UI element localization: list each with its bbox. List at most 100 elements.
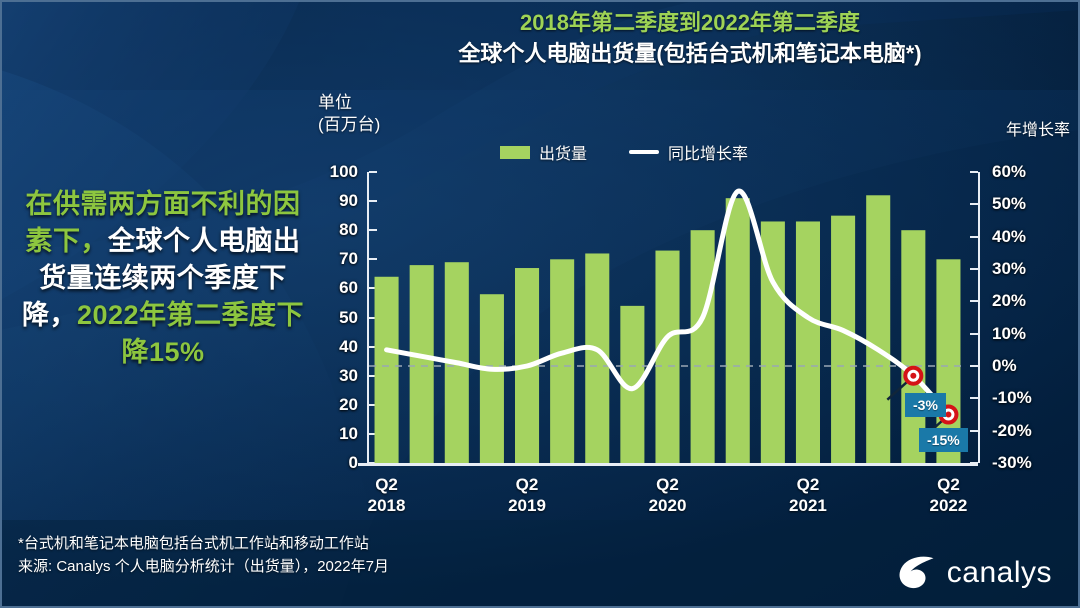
y2-axis-tick-label: -30% xyxy=(992,453,1032,472)
title-line-2: 全球个人电脑出货量(包括台式机和笔记本电脑*) xyxy=(458,41,922,66)
y2-axis-tick xyxy=(970,397,978,400)
footer-note: *台式机和笔记本电脑包括台式机工作站和移动工作站 xyxy=(18,535,369,552)
highlight-marker-dot xyxy=(945,411,952,418)
callout-text: 在供需两方面不利的因素下，全球个人电脑出货量连续两个季度下降，2022年第二季度… xyxy=(18,186,308,371)
y2-axis-tick-label: 50% xyxy=(992,194,1027,214)
x-axis-year-label: 2021 xyxy=(789,496,827,515)
canalys-swoosh-icon xyxy=(899,556,934,589)
left-axis: 0 10 20 30 40 50 60 70 80 90 100 xyxy=(300,162,377,472)
bar xyxy=(725,198,750,463)
y-axis-tick xyxy=(369,287,377,290)
y2-axis-tick-label: 30% xyxy=(992,259,1027,278)
y-axis-tick-label: 80 xyxy=(339,220,358,240)
bar xyxy=(550,259,575,463)
y2-axis-tick-label: 60% xyxy=(992,162,1027,181)
canalys-logo-text: canalys xyxy=(946,556,1052,589)
x-axis-quarter-label: Q2 xyxy=(937,475,960,494)
x-axis-quarter-label: Q2 xyxy=(515,475,539,494)
right-axis: -30% -20% -10% 0% 10% 20% 30% 40% 50% 60% xyxy=(966,162,1076,472)
y-axis-tick-label: 40 xyxy=(339,336,358,356)
y-axis-tick-label: 70 xyxy=(339,249,358,269)
callout-segment-3: 2022年第二季度下降15% xyxy=(76,300,305,367)
y2-axis-tick xyxy=(970,171,978,173)
chart-plot-area xyxy=(369,172,966,463)
chart-legend: 出货量 同比增长率 xyxy=(500,140,748,164)
y2-axis-tick xyxy=(970,268,978,270)
y2-axis-tick xyxy=(970,203,978,206)
y-axis-tick xyxy=(369,258,377,261)
y-axis-tick-label: 100 xyxy=(329,162,358,181)
y-axis-tick-label: 0 xyxy=(348,453,358,472)
bar xyxy=(831,215,856,463)
right-axis-title: 年增长率 xyxy=(1005,122,1070,139)
chart-svg xyxy=(369,188,966,463)
legend-label-growth: 同比增长率 xyxy=(668,146,749,163)
bar xyxy=(479,294,504,463)
legend-item-growth[interactable]: 同比增长率 xyxy=(629,140,748,164)
annotation-pill: -3% xyxy=(905,393,946,417)
page-title: 2018年第二季度到2022年第二季度 全球个人电脑出货量(包括台式机和笔记本电… xyxy=(300,8,1080,70)
x-axis-group-label: Q2 2022 xyxy=(908,474,988,516)
y2-axis-tick xyxy=(970,365,978,367)
x-axis-year-label: 2018 xyxy=(367,496,406,515)
growth-line xyxy=(384,188,951,417)
y2-axis-tick-label: 0% xyxy=(992,356,1017,375)
y2-axis-tick-label: 40% xyxy=(992,226,1027,246)
y-axis-tick-label: 50 xyxy=(339,307,358,327)
bar xyxy=(901,230,926,463)
bar xyxy=(655,250,680,463)
title-line-1: 2018年第二季度到2022年第二季度 xyxy=(520,10,860,35)
x-axis-quarter-label: Q2 xyxy=(656,475,679,494)
bar xyxy=(866,195,891,463)
y2-axis-tick-label: -20% xyxy=(992,420,1032,440)
x-axis-group-label: Q2 2019 xyxy=(487,474,567,516)
y-axis-tick xyxy=(369,229,377,232)
y-axis-tick-label: 10 xyxy=(339,423,358,443)
y-axis-tick-label: 30 xyxy=(339,365,358,385)
legend-line-swatch-icon xyxy=(629,150,660,154)
bar xyxy=(409,265,434,463)
left-axis-line xyxy=(367,172,369,463)
x-axis-group-label: Q2 2021 xyxy=(768,474,848,516)
y2-axis-tick xyxy=(970,300,978,303)
y-axis-tick xyxy=(369,171,377,173)
leader-line xyxy=(886,380,909,401)
y-axis-tick xyxy=(369,432,377,435)
legend-item-shipments[interactable]: 出货量 xyxy=(500,140,587,164)
left-axis-title: 单位 (百万台) xyxy=(318,92,380,136)
annotation-pill: -15% xyxy=(919,428,968,452)
callout-segment-1: 在供需两方面不利的因素下， xyxy=(25,189,301,256)
y2-axis-tick-label: 10% xyxy=(992,323,1027,343)
y-axis-tick-label: 20 xyxy=(339,394,358,414)
y-axis-tick xyxy=(369,316,377,319)
y-axis-tick xyxy=(369,200,377,203)
y2-axis-tick xyxy=(970,429,978,432)
right-axis-line xyxy=(978,172,980,463)
y-axis-tick xyxy=(369,403,377,406)
y-axis-tick-label: 60 xyxy=(339,278,358,298)
x-axis-quarter-label: Q2 xyxy=(375,475,398,494)
y2-axis-tick-label: -10% xyxy=(992,388,1032,408)
x-axis-line xyxy=(358,463,978,466)
x-axis-group-label: Q2 2020 xyxy=(628,474,708,516)
y-axis-tick xyxy=(369,345,377,348)
x-axis-group-label: Q2 2018 xyxy=(347,474,427,516)
bar xyxy=(690,230,715,463)
callout-segment-2: 全球个人电脑出货量连续两个季度下降， xyxy=(21,226,301,330)
y-axis-tick-label: 90 xyxy=(339,191,358,211)
bar xyxy=(374,276,399,463)
y2-axis-tick xyxy=(970,332,978,335)
legend-label-shipments: 出货量 xyxy=(539,146,588,163)
x-axis-quarter-label: Q2 xyxy=(796,475,820,494)
highlight-marker-dot xyxy=(910,372,917,379)
x-axis-year-label: 2020 xyxy=(648,496,687,515)
bar xyxy=(795,221,820,463)
left-axis-title-line-1: 单位 xyxy=(318,93,352,112)
y2-axis-tick xyxy=(970,235,978,238)
footer-source: 来源: Canalys 个人电脑分析统计（出货量），2022年7月 xyxy=(18,558,389,575)
canalys-logo: canalys xyxy=(898,556,1052,590)
legend-bar-swatch-icon xyxy=(500,145,530,159)
left-axis-title-line-2: (百万台) xyxy=(318,115,381,134)
y-axis-tick xyxy=(369,374,377,377)
